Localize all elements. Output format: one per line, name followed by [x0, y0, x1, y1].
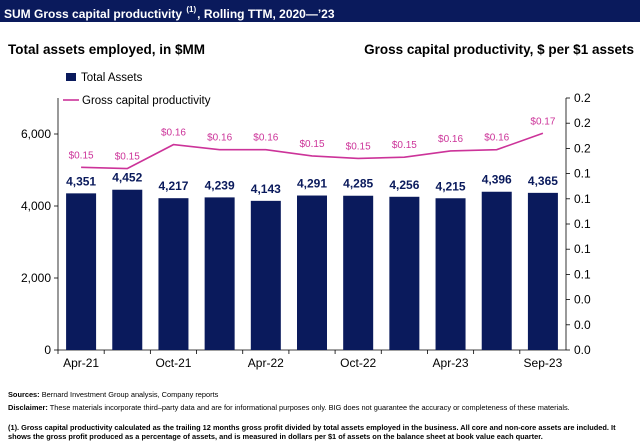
right-tick-label: 0.1 — [574, 192, 591, 206]
line-value-label: $0.16 — [161, 128, 186, 139]
right-tick-label: 0.1 — [574, 217, 591, 231]
disclaimer-note: Disclaimer: These materials incorporate … — [8, 403, 634, 412]
bar-total-assets — [481, 191, 512, 350]
bar-value-label: 4,285 — [343, 177, 373, 191]
right-tick-label: 0.1 — [574, 267, 591, 281]
right-tick-label: 0.0 — [574, 318, 591, 332]
line-value-label: $0.15 — [115, 152, 140, 163]
bar-total-assets — [112, 189, 143, 350]
left-tick-label: 0 — [44, 343, 51, 357]
right-tick-label: 0.2 — [574, 91, 591, 105]
bar-total-assets — [204, 197, 235, 350]
bar-value-label: 4,291 — [297, 177, 327, 191]
title-rest: , Rolling TTM, 2020—’23 — [197, 7, 335, 21]
line-value-label: $0.16 — [253, 133, 278, 144]
sources-note: Sources: Bernard Investment Group analys… — [8, 390, 634, 399]
line-value-label: $0.16 — [438, 134, 463, 145]
bar-value-label: 4,452 — [112, 171, 142, 185]
line-value-label: $0.15 — [346, 141, 371, 152]
line-value-label: $0.15 — [392, 140, 417, 151]
left-tick-label: 4,000 — [21, 199, 51, 213]
bar-value-label: 4,365 — [528, 174, 558, 188]
bar-value-label: 4,351 — [66, 174, 96, 188]
bar-total-assets — [158, 198, 189, 350]
right-tick-label: 0.0 — [574, 293, 591, 307]
bar-value-label: 4,256 — [389, 178, 419, 192]
right-tick-label: 0.0 — [574, 343, 591, 357]
line-value-label: $0.15 — [299, 139, 324, 150]
left-tick-label: 6,000 — [21, 127, 51, 141]
bar-value-label: 4,217 — [158, 179, 188, 193]
footnote: (1). Gross capital productivity calculat… — [8, 423, 616, 441]
bar-total-assets — [297, 195, 327, 350]
left-axis-heading: Total assets employed, in $MM — [8, 42, 206, 57]
bar-total-assets — [389, 196, 420, 350]
bar-total-assets — [343, 195, 374, 350]
left-tick-label: 2,000 — [21, 271, 51, 285]
right-tick-label: 0.2 — [574, 141, 591, 155]
bar-value-label: 4,215 — [436, 179, 466, 193]
sources-text: Bernard Investment Group analysis, Compa… — [39, 390, 219, 399]
right-tick-label: 0.2 — [574, 116, 591, 130]
title-superscript: (1) — [186, 5, 197, 14]
line-gross-capital-productivity — [81, 132, 544, 170]
legend-swatch-total-assets — [66, 73, 76, 81]
bar-total-assets — [435, 198, 466, 350]
x-tick-label: Oct-21 — [155, 356, 191, 370]
legend-label-total-assets: Total Assets — [81, 72, 143, 84]
line-value-label: $0.16 — [484, 133, 509, 144]
disclaimer-text: These materials incorporate third–party … — [47, 403, 570, 412]
bar-value-label: 4,239 — [205, 178, 235, 192]
title-main: SUM Gross capital productivity — [4, 7, 183, 21]
line-value-label: $0.17 — [530, 116, 555, 127]
x-tick-label: Apr-22 — [248, 356, 284, 370]
disclaimer-label: Disclaimer: — [8, 403, 48, 412]
x-tick-label: Apr-21 — [63, 356, 99, 370]
bar-total-assets — [527, 192, 558, 350]
right-tick-label: 0.1 — [574, 167, 591, 181]
bar-value-label: 4,143 — [251, 182, 281, 196]
bar-total-assets — [250, 200, 281, 350]
bar-value-label: 4,396 — [482, 173, 512, 187]
bar-total-assets — [66, 193, 97, 350]
x-tick-label: Apr-23 — [433, 356, 469, 370]
combo-chart: 0 2,000 4,000 6,000 0.0 0.0 0.0 0.1 0.1 0.1 0.1 0.1… — [21, 72, 591, 370]
title-bar: SUM Gross capital productivity (1), Roll… — [0, 0, 640, 22]
line-value-label: $0.15 — [69, 150, 94, 161]
right-tick-label: 0.1 — [574, 242, 591, 256]
x-tick-label: Oct-22 — [340, 356, 376, 370]
x-tick-label: Sep-23 — [524, 356, 563, 370]
sources-label: Sources: — [8, 390, 40, 399]
right-axis-heading: Gross capital productivity, $ per $1 ass… — [364, 42, 634, 57]
legend-label-gross-capital-productivity: Gross capital productivity — [82, 95, 211, 107]
line-value-label: $0.16 — [207, 133, 232, 144]
